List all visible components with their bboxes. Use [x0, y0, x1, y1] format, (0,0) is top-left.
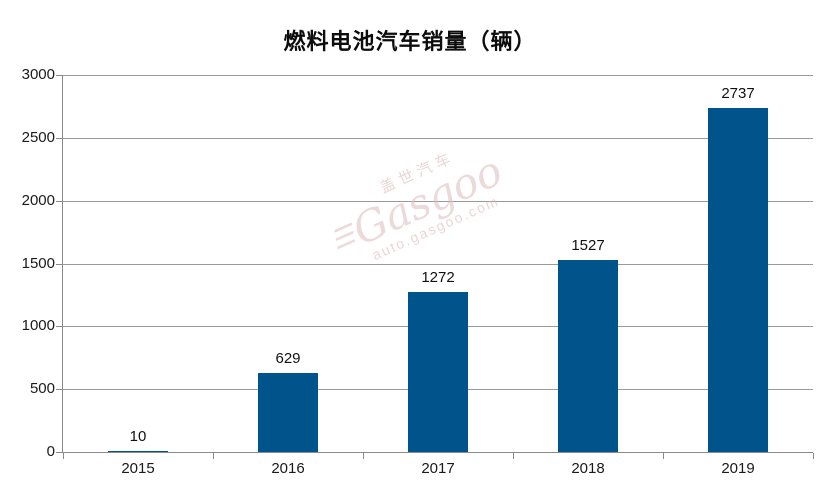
x-axis-label: 2016	[271, 460, 305, 477]
x-axis-tick	[513, 453, 514, 459]
bar-2015	[108, 450, 168, 452]
gridline	[63, 137, 813, 139]
y-axis-label: 0	[46, 443, 55, 460]
y-axis-tick	[56, 137, 63, 139]
x-axis-label: 2019	[721, 460, 755, 477]
y-axis-label: 1000	[21, 317, 55, 335]
x-axis-label: 2017	[421, 460, 455, 477]
x-axis-tick	[663, 453, 664, 459]
bar-value-label: 1527	[571, 237, 605, 255]
y-axis-label: 1500	[21, 254, 55, 272]
y-axis-label: 2500	[21, 128, 55, 146]
y-axis-tick	[56, 200, 63, 202]
y-axis-label: 2000	[21, 191, 55, 209]
y-axis-tick	[56, 452, 63, 453]
bar-value-label: 629	[275, 349, 301, 367]
gridline	[63, 200, 813, 202]
bar-2019	[708, 108, 768, 452]
gridline	[63, 263, 813, 265]
bar-value-label: 2737	[721, 85, 755, 103]
y-axis-tick	[56, 75, 63, 76]
gridline	[63, 75, 813, 76]
plot-area: 0 500 1000 1500 2000 2500 3000 10 2015 629 2016 127…	[22, 67, 814, 477]
bar-2017	[408, 292, 468, 452]
chart-title: 燃料电池汽车销量（辆）	[283, 29, 537, 54]
bar-2018	[558, 260, 618, 452]
x-axis-tick	[363, 453, 364, 459]
x-axis-tick	[213, 453, 214, 459]
y-axis-tick	[56, 263, 63, 265]
x-axis-label: 2018	[571, 460, 605, 477]
bar-value-label: 10	[129, 427, 147, 445]
y-axis-tick	[56, 326, 63, 328]
bar-2016	[258, 372, 318, 452]
y-axis-tick	[56, 389, 63, 391]
y-axis-label: 3000	[21, 66, 55, 83]
x-axis-label: 2015	[121, 460, 155, 477]
x-axis-tick	[63, 453, 64, 459]
x-axis-tick	[813, 453, 814, 459]
y-axis-label: 500	[29, 380, 55, 398]
bar-value-label: 1272	[421, 269, 455, 287]
